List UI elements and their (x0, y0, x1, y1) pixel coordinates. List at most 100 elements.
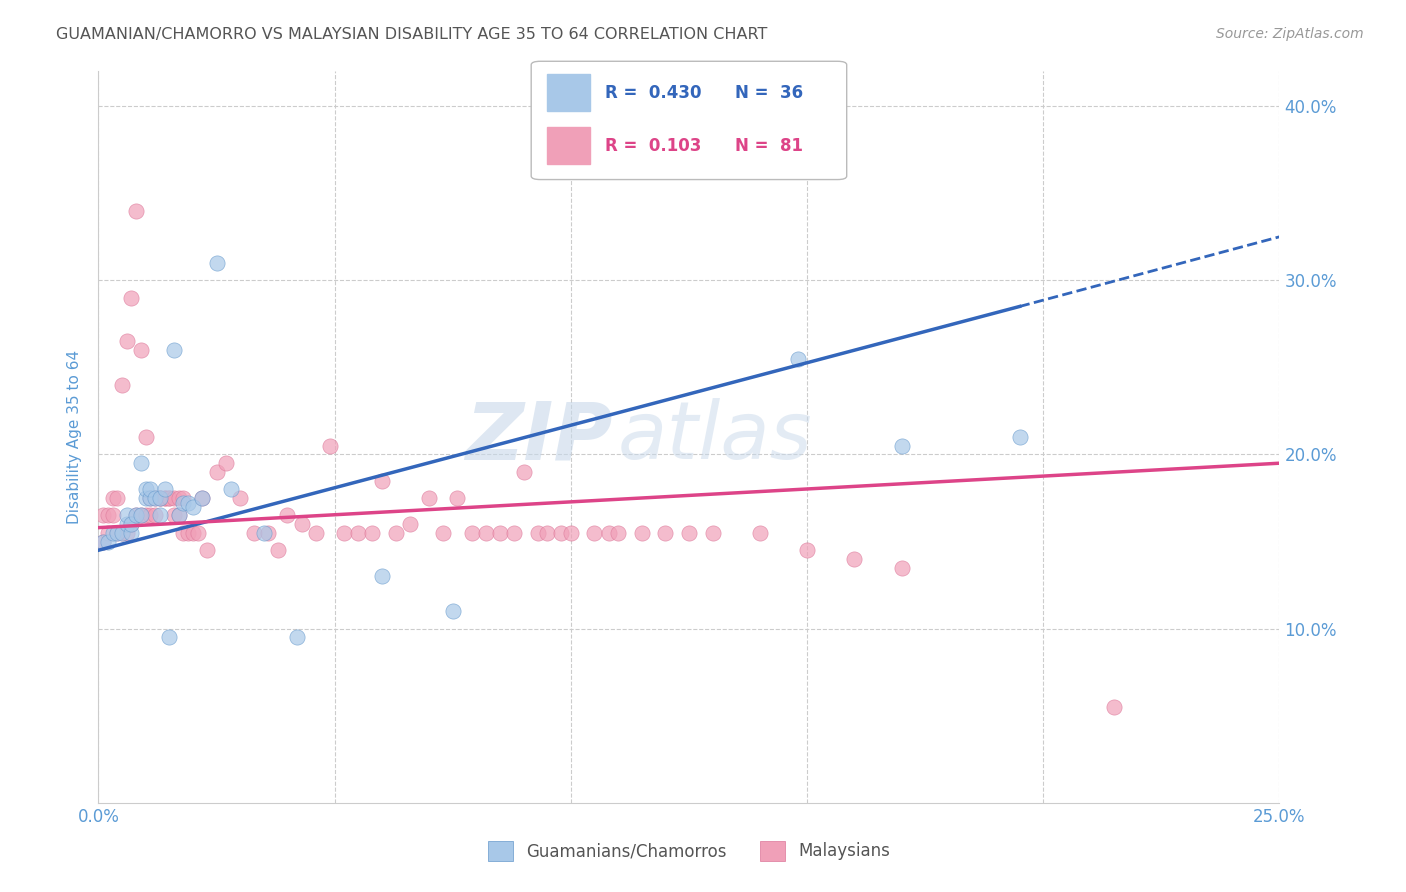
Point (385, 525, 408, 540)
Point (253, 525, 276, 540)
Point (583, 525, 606, 540)
Point (229, 491, 252, 505)
Point (167, 491, 190, 505)
Point (844, 552, 866, 566)
Point (305, 525, 328, 540)
Point (149, 508, 172, 523)
Point (163, 508, 186, 523)
Point (121, 517, 143, 532)
Point (526, 525, 548, 540)
Point (121, 517, 143, 532)
Point (135, 491, 157, 505)
Point (607, 525, 630, 540)
Point (125, 508, 148, 523)
Point (503, 525, 526, 540)
Point (257, 525, 280, 540)
Point (129, 456, 152, 470)
Point (195, 543, 218, 558)
Point (267, 543, 290, 558)
Bar (547, 128, 591, 164)
Point (285, 631, 308, 645)
Point (101, 508, 124, 523)
Point (111, 377, 134, 392)
Point (191, 491, 214, 505)
Point (890, 439, 912, 453)
Point (91, 508, 114, 523)
Point (91, 534, 114, 549)
Point (630, 525, 652, 540)
Point (290, 517, 312, 532)
Point (111, 525, 134, 540)
Point (105, 525, 128, 540)
Point (460, 525, 482, 540)
Point (115, 525, 138, 540)
Point (157, 631, 180, 645)
Point (399, 517, 422, 532)
Point (172, 491, 194, 505)
Point (371, 569, 394, 583)
Point (1008, 430, 1031, 444)
Point (796, 543, 818, 558)
Point (97, 534, 120, 549)
Point (172, 525, 194, 540)
Point (149, 491, 172, 505)
Point (139, 508, 162, 523)
Point (489, 525, 512, 540)
Point (153, 491, 176, 505)
Text: R =  0.430: R = 0.430 (606, 84, 702, 102)
Point (135, 430, 157, 444)
Point (101, 491, 124, 505)
Point (143, 491, 166, 505)
Point (748, 525, 770, 540)
Point (215, 456, 238, 470)
Point (125, 508, 148, 523)
Point (1102, 700, 1125, 714)
Point (191, 491, 214, 505)
Point (181, 525, 204, 540)
Point (125, 203, 148, 218)
Point (139, 491, 162, 505)
Point (167, 508, 190, 523)
FancyBboxPatch shape (531, 62, 846, 179)
Point (243, 525, 266, 540)
Point (97, 508, 120, 523)
Point (333, 525, 356, 540)
Point (139, 483, 162, 497)
Point (115, 508, 138, 523)
Point (101, 525, 124, 540)
Point (139, 491, 162, 505)
Y-axis label: Disability Age 35 to 64: Disability Age 35 to 64 (67, 350, 83, 524)
Point (177, 496, 200, 510)
Text: Source: ZipAtlas.com: Source: ZipAtlas.com (1216, 27, 1364, 41)
Point (153, 491, 176, 505)
Point (149, 491, 172, 505)
Point (441, 604, 464, 618)
Point (177, 525, 200, 540)
Point (105, 491, 128, 505)
Text: ZIP: ZIP (465, 398, 612, 476)
Legend: Guamanians/Chamorros, Malaysians: Guamanians/Chamorros, Malaysians (481, 834, 897, 868)
Point (135, 508, 157, 523)
Point (890, 560, 912, 574)
Point (143, 491, 166, 505)
Text: N =  81: N = 81 (735, 137, 803, 155)
Point (157, 491, 180, 505)
Point (115, 334, 138, 349)
Point (129, 343, 152, 357)
Point (205, 465, 228, 479)
Point (163, 491, 186, 505)
Point (149, 491, 172, 505)
Point (432, 525, 454, 540)
Text: atlas: atlas (619, 398, 813, 476)
Point (446, 491, 468, 505)
Point (702, 525, 724, 540)
Point (598, 525, 620, 540)
Point (135, 483, 157, 497)
Point (115, 517, 138, 532)
Point (129, 508, 152, 523)
Point (129, 508, 152, 523)
Text: R =  0.103: R = 0.103 (606, 137, 702, 155)
Point (163, 343, 186, 357)
Point (121, 525, 143, 540)
Point (153, 483, 176, 497)
